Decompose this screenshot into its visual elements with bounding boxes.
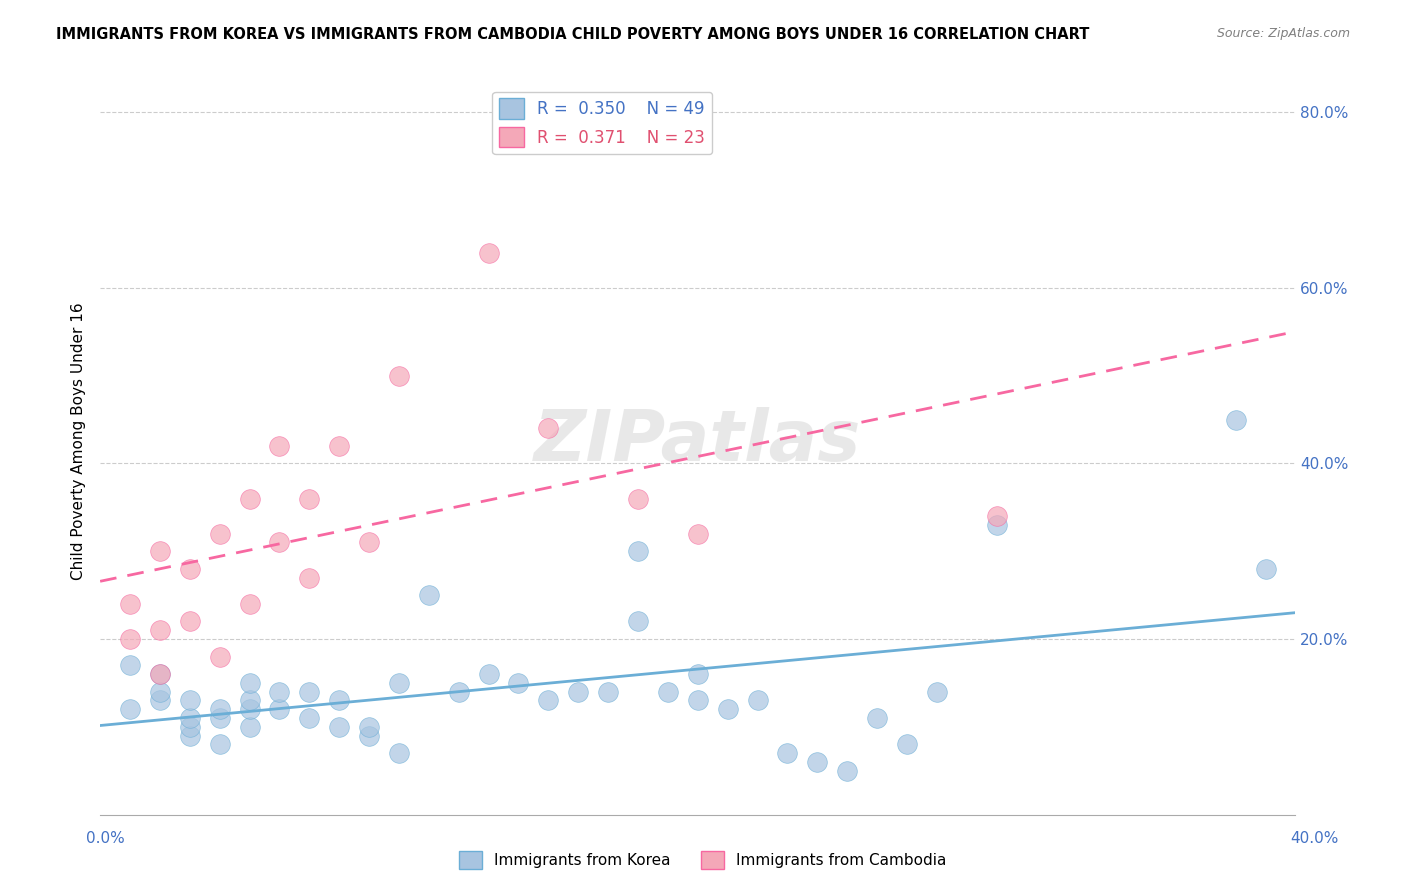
Point: [537, 693, 560, 707]
Point: [208, 649, 231, 664]
Point: [686, 693, 709, 707]
Point: [866, 711, 889, 725]
Point: [179, 615, 201, 629]
Point: [388, 746, 411, 760]
Point: [598, 684, 620, 698]
Point: [508, 676, 530, 690]
Point: [717, 702, 740, 716]
Legend: Immigrants from Korea, Immigrants from Cambodia: Immigrants from Korea, Immigrants from C…: [453, 845, 953, 875]
Point: [1225, 412, 1247, 426]
Point: [478, 245, 501, 260]
Point: [179, 711, 201, 725]
Point: [208, 702, 231, 716]
Point: [298, 571, 321, 585]
Point: [208, 711, 231, 725]
Point: [179, 729, 201, 743]
Point: [359, 720, 381, 734]
Point: [627, 615, 650, 629]
Text: Source: ZipAtlas.com: Source: ZipAtlas.com: [1216, 27, 1350, 40]
Point: [238, 491, 260, 506]
Point: [269, 702, 291, 716]
Point: [686, 667, 709, 681]
Text: 0.0%: 0.0%: [86, 831, 125, 846]
Point: [208, 737, 231, 751]
Point: [118, 597, 141, 611]
Point: [238, 702, 260, 716]
Point: [149, 544, 172, 558]
Point: [359, 535, 381, 549]
Point: [478, 667, 501, 681]
Point: [627, 491, 650, 506]
Point: [986, 509, 1008, 524]
Point: [657, 684, 679, 698]
Point: [806, 755, 828, 769]
Point: [149, 667, 172, 681]
Point: [269, 535, 291, 549]
Point: [179, 720, 201, 734]
Point: [269, 684, 291, 698]
Point: [925, 684, 948, 698]
Y-axis label: Child Poverty Among Boys Under 16: Child Poverty Among Boys Under 16: [72, 302, 86, 581]
Point: [179, 562, 201, 576]
Point: [118, 702, 141, 716]
Text: ZIPatlas: ZIPatlas: [534, 407, 862, 476]
Text: 40.0%: 40.0%: [1291, 831, 1339, 846]
Point: [149, 693, 172, 707]
Point: [328, 439, 350, 453]
Point: [418, 588, 440, 602]
Point: [238, 597, 260, 611]
Point: [1254, 562, 1277, 576]
Point: [238, 720, 260, 734]
Text: IMMIGRANTS FROM KOREA VS IMMIGRANTS FROM CAMBODIA CHILD POVERTY AMONG BOYS UNDER: IMMIGRANTS FROM KOREA VS IMMIGRANTS FROM…: [56, 27, 1090, 42]
Point: [837, 764, 859, 778]
Point: [567, 684, 589, 698]
Point: [298, 491, 321, 506]
Point: [747, 693, 769, 707]
Legend: R =  0.350    N = 49, R =  0.371    N = 23: R = 0.350 N = 49, R = 0.371 N = 23: [492, 92, 711, 154]
Point: [269, 439, 291, 453]
Point: [298, 684, 321, 698]
Point: [776, 746, 799, 760]
Point: [388, 368, 411, 383]
Point: [896, 737, 918, 751]
Point: [208, 526, 231, 541]
Point: [388, 676, 411, 690]
Point: [328, 693, 350, 707]
Point: [627, 544, 650, 558]
Point: [447, 684, 470, 698]
Point: [149, 684, 172, 698]
Point: [149, 667, 172, 681]
Point: [298, 711, 321, 725]
Point: [986, 517, 1008, 532]
Point: [328, 720, 350, 734]
Point: [149, 624, 172, 638]
Point: [118, 658, 141, 673]
Point: [537, 421, 560, 435]
Point: [686, 526, 709, 541]
Point: [238, 693, 260, 707]
Point: [238, 676, 260, 690]
Point: [359, 729, 381, 743]
Point: [118, 632, 141, 646]
Point: [179, 693, 201, 707]
